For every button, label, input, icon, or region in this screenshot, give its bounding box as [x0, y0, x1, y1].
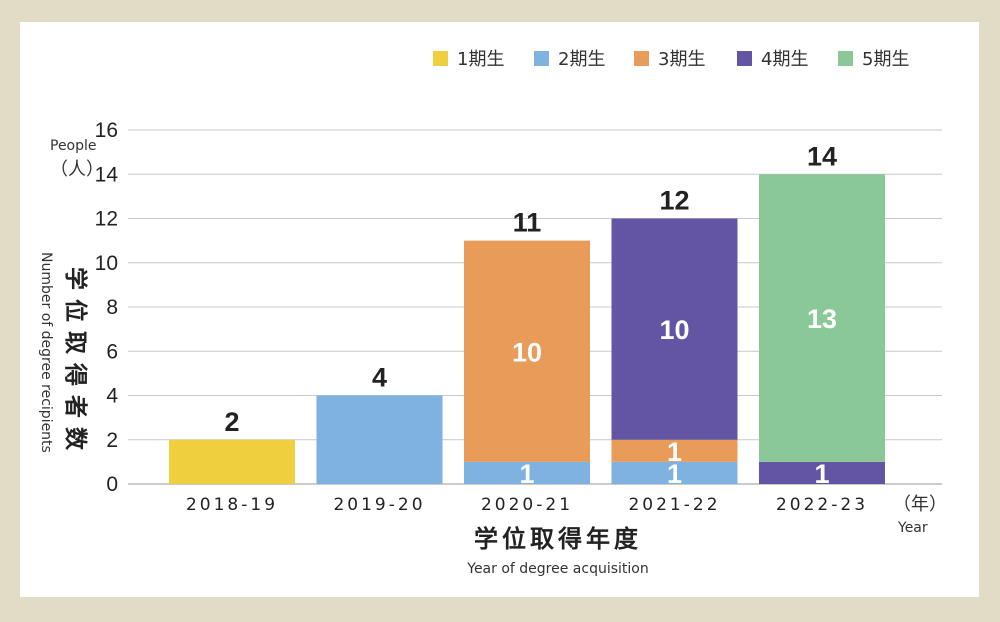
y-tick-label: 6 — [106, 340, 118, 363]
x-tick-label: 2018-19 — [186, 495, 278, 515]
x-tick-label: 2019-20 — [333, 495, 425, 515]
legend-label: 5期生 — [862, 49, 909, 70]
x-axis-label-jp: 学位取得年度 — [474, 525, 642, 553]
bar-segment — [169, 439, 295, 484]
bar-segment — [611, 218, 738, 440]
legend: 1期生 2期生 3期生 4期生 5期生 — [433, 49, 909, 70]
y-axis-unit-jp: （人） — [50, 159, 104, 180]
bar-segment — [611, 439, 738, 462]
segment-value-label: 1 — [667, 459, 682, 489]
segment-value-label: 13 — [807, 304, 837, 334]
y-axis-label-jp: 学位取得者数 — [62, 267, 89, 459]
bar-segment — [611, 461, 738, 484]
bar-total-label: 12 — [659, 186, 689, 216]
y-tick-label: 12 — [95, 208, 118, 231]
bar-total-label: 11 — [513, 208, 542, 238]
bar-segment — [316, 395, 443, 484]
legend-swatch — [737, 51, 752, 66]
segment-value-label: 10 — [512, 337, 542, 367]
bar-segment — [464, 240, 590, 462]
legend-label: 3期生 — [658, 49, 705, 70]
legend-label: 2期生 — [558, 49, 605, 70]
legend-label: 4期生 — [761, 49, 808, 70]
x-axis-ticks: 2018-19 2019-20 2020-21 2021-22 2022-23 — [186, 495, 868, 515]
y-axis-ticks: 0 2 4 6 8 10 12 14 16 — [95, 119, 119, 496]
bar-total-label: 2 — [224, 407, 239, 437]
bar-segment — [759, 461, 885, 484]
y-tick-label: 16 — [95, 119, 118, 142]
legend-swatch — [634, 51, 649, 66]
x-axis-unit-en: Year — [897, 520, 928, 536]
y-tick-label: 2 — [106, 429, 118, 452]
x-axis-unit-jp: （年） — [893, 494, 947, 515]
y-tick-label: 10 — [95, 252, 118, 275]
segment-value-label: 1 — [667, 437, 682, 467]
bar-segment — [759, 174, 885, 462]
y-tick-label: 8 — [106, 296, 118, 319]
chart-panel: 0 2 4 6 8 10 12 14 16 2 4 1 10 11 1 1 10 12 1 13 14 2018-19… — [20, 22, 979, 597]
bar-total-label: 14 — [807, 141, 837, 171]
legend-swatch — [433, 51, 448, 66]
y-axis-unit-en: People — [50, 138, 97, 154]
x-tick-label: 2021-22 — [628, 495, 720, 515]
x-tick-label: 2022-23 — [776, 495, 868, 515]
legend-swatch — [838, 51, 853, 66]
x-axis-label-en: Year of degree acquisition — [466, 561, 648, 577]
legend-label: 1期生 — [457, 49, 504, 70]
x-tick-label: 2020-21 — [481, 495, 573, 515]
segment-value-label: 1 — [814, 459, 829, 489]
legend-swatch — [534, 51, 549, 66]
bar-total-label: 4 — [372, 363, 387, 393]
bar-segment — [464, 461, 590, 484]
y-axis-label-en: Number of degree recipients — [38, 252, 54, 453]
segment-value-label: 1 — [519, 459, 534, 489]
y-tick-label: 4 — [106, 385, 118, 408]
y-tick-label: 0 — [106, 473, 118, 496]
segment-value-label: 10 — [659, 315, 689, 345]
y-tick-label: 14 — [95, 163, 119, 186]
